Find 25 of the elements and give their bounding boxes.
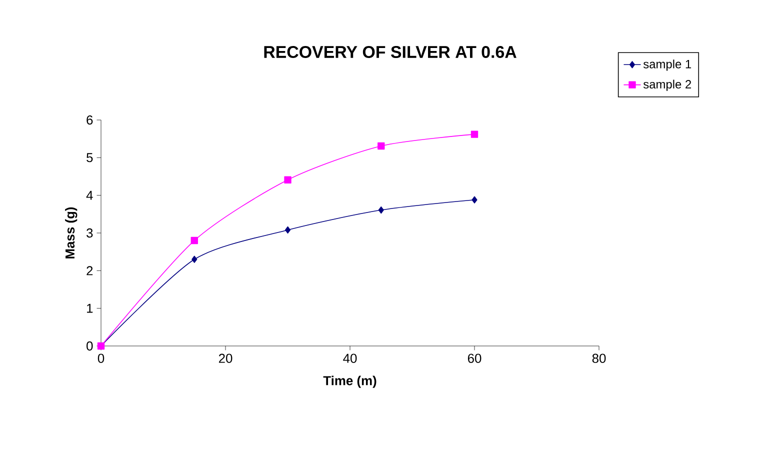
point — [190, 236, 198, 244]
point — [470, 130, 478, 138]
y-tick-label: 5 — [86, 153, 93, 162]
x-tick-label: 0 — [98, 354, 104, 363]
y-axis-title: Mass (g) — [65, 207, 78, 258]
y-tick-label: 0 — [86, 341, 93, 351]
x-tick-label: 80 — [592, 354, 606, 363]
point — [192, 256, 198, 263]
point — [378, 142, 385, 150]
y-tick-label: 1 — [87, 304, 93, 313]
point — [284, 226, 291, 234]
legend-label: sample 2 — [643, 80, 692, 91]
y-tick-label: 6 — [86, 115, 93, 125]
y-tick-label: 2 — [86, 266, 93, 276]
point — [284, 176, 292, 184]
x-axis-title: Time (m) — [323, 376, 376, 388]
point — [472, 196, 478, 204]
legend-label: sample 1 — [643, 60, 692, 71]
x-tick-label: 20 — [218, 354, 232, 363]
y-tick-label: 4 — [86, 190, 93, 200]
point — [378, 206, 384, 214]
chart-title: RECOVERY OF SILVER AT 0.6A — [264, 46, 516, 58]
y-tick-label: 3 — [86, 228, 93, 238]
x-tick-label: 60 — [468, 354, 482, 363]
x-tick-label: 40 — [343, 354, 357, 363]
